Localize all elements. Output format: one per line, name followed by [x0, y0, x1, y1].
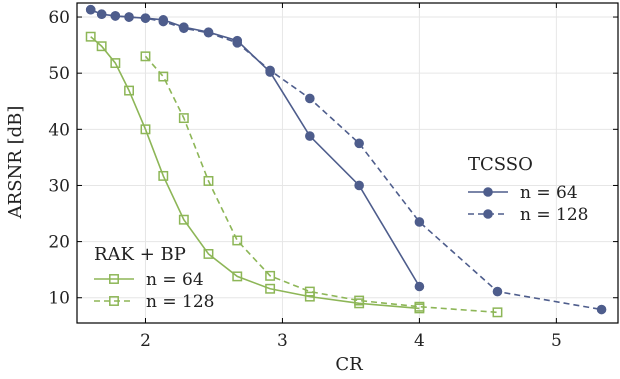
legend-label: n = 64: [146, 270, 204, 290]
legend-swatch-marker: [483, 187, 493, 197]
data-point-rak-bp-n64: [203, 248, 214, 259]
data-point-rak-bp-n128: [414, 301, 425, 312]
data-point-rak-bp-n64: [124, 85, 134, 96]
data-point-rak-bp-n128: [354, 295, 365, 306]
y-tick-label: 60: [48, 8, 70, 28]
data-point-tcsso-n128: [354, 138, 364, 149]
data-point-tcsso-n128: [265, 65, 275, 76]
data-point-rak-bp-n64: [96, 41, 107, 52]
legend-entry: n = 128: [94, 292, 214, 312]
data-point-tcsso-n64: [414, 281, 425, 292]
legend-label: n = 128: [520, 205, 588, 225]
data-point-tcsso-n128: [96, 9, 107, 20]
data-point-rak-bp-n64: [304, 291, 315, 302]
axes-frame: [76, 2, 619, 324]
data-point-tcsso-n128: [140, 13, 151, 23]
data-point-rak-bp-n128: [178, 113, 189, 124]
data-point-tcsso-n128: [179, 23, 189, 34]
series-tcsso-n128: [85, 4, 607, 315]
data-point-rak-bp-n128: [232, 235, 243, 246]
series-line-rak-bp-n64: [90, 36, 420, 310]
x-tick-label: 4: [414, 331, 425, 351]
data-point-tcsso-n128: [596, 304, 607, 315]
y-axis-label: ARSNR [dB]: [5, 106, 26, 220]
legend-title-tcsso: TCSSO: [468, 154, 533, 175]
data-point-rak-bp-n128: [140, 51, 151, 62]
axis-ticks: 2 3 4 5 10 20 30 40 50 60: [48, 3, 618, 351]
data-point-rak-bp-n64: [232, 271, 243, 282]
legend-rak-bp: RAK + BP n = 64n = 128: [94, 244, 214, 312]
data-point-tcsso-n128: [232, 38, 243, 48]
legend-swatch-marker: [109, 274, 119, 284]
data-point-tcsso-n128: [414, 217, 425, 227]
data-point-tcsso-n128: [492, 286, 503, 297]
data-point-rak-bp-n128: [203, 176, 214, 186]
data-point-tcsso-n64: [354, 180, 364, 191]
x-axis-label: CR: [335, 354, 363, 375]
series-line-rak-bp-n128: [144, 55, 498, 314]
legend-tcsso: TCSSO n = 64n = 128: [468, 154, 588, 225]
data-point-rak-bp-n64: [265, 283, 276, 294]
legend-swatch-marker: [109, 296, 119, 306]
x-tick-label: 3: [277, 331, 288, 351]
data-point-rak-bp-n64: [85, 31, 96, 42]
legend-entry: n = 128: [468, 205, 588, 225]
x-tick-label: 5: [551, 331, 562, 351]
data-point-tcsso-n128: [305, 93, 315, 104]
y-tick-label: 20: [48, 233, 70, 253]
data-point-tcsso-n128: [158, 16, 169, 27]
data-point-rak-bp-n128: [304, 286, 315, 297]
data-point-rak-bp-n128: [492, 307, 503, 318]
y-tick-label: 50: [48, 64, 70, 84]
x-tick-label: 2: [140, 331, 151, 351]
plot-series: [85, 4, 607, 318]
data-point-tcsso-n128: [203, 27, 214, 38]
legend-label: n = 128: [146, 292, 214, 312]
legend-title-rak-bp: RAK + BP: [94, 244, 186, 265]
data-point-rak-bp-n64: [158, 170, 169, 181]
data-point-rak-bp-n128: [265, 270, 276, 281]
data-point-tcsso-n128: [85, 4, 96, 15]
series-rak-bp-n128: [140, 51, 503, 318]
data-point-tcsso-n128: [110, 11, 121, 21]
data-point-rak-bp-n64: [110, 58, 121, 69]
y-tick-label: 10: [48, 289, 70, 309]
legend-entry: n = 64: [468, 183, 578, 203]
y-tick-label: 30: [48, 176, 70, 196]
legend-swatch-marker: [483, 209, 493, 219]
y-tick-label: 40: [48, 120, 70, 140]
data-point-tcsso-n128: [124, 12, 134, 22]
legend-entry: n = 64: [94, 270, 204, 290]
data-point-rak-bp-n64: [140, 124, 151, 135]
legend-label: n = 64: [520, 183, 578, 203]
data-point-tcsso-n64: [305, 131, 315, 141]
series-rak-bp-n64: [85, 31, 425, 314]
data-point-rak-bp-n128: [158, 71, 169, 82]
data-point-rak-bp-n64: [178, 214, 189, 225]
